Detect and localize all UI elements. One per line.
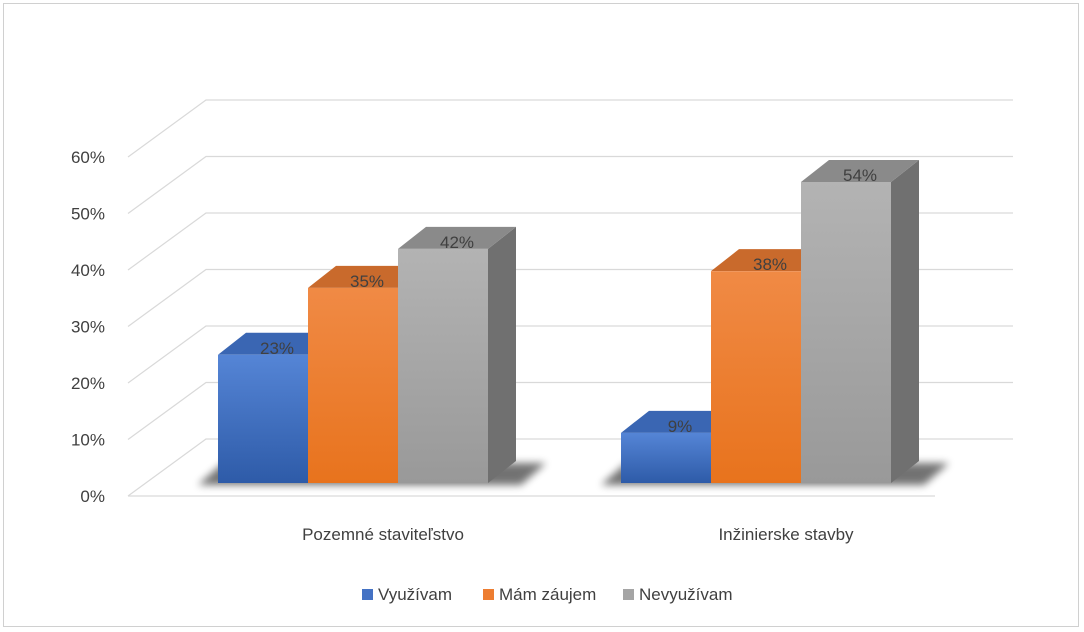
bar-top <box>711 249 829 272</box>
y-axis-ticks: 0% 10% 20% 30% 40% 50% 60% <box>71 148 105 506</box>
bar-top <box>308 265 426 288</box>
y-tick-label: 60% <box>71 148 105 167</box>
bars <box>218 160 919 483</box>
data-label: 38% <box>753 255 787 274</box>
legend-label: Využívam <box>378 585 452 604</box>
data-label: 42% <box>440 233 474 252</box>
legend-label: Nevyužívam <box>639 585 733 604</box>
gridline <box>127 99 1013 158</box>
bar-top <box>218 332 336 355</box>
y-tick-label: 20% <box>71 374 105 393</box>
data-labels: 23% 35% 42% 9% 38% 54% <box>260 166 877 436</box>
data-label: 54% <box>843 166 877 185</box>
bar <box>711 271 801 483</box>
bar-side <box>488 226 516 483</box>
bar <box>801 182 891 483</box>
bar-side <box>891 160 919 483</box>
gridline <box>127 155 1013 214</box>
bar <box>308 287 398 483</box>
y-tick-label: 30% <box>71 318 105 337</box>
y-tick-label: 0% <box>80 487 105 506</box>
bar-top <box>398 226 516 249</box>
legend-swatch <box>362 589 373 600</box>
x-category-label: Inžinierske stavby <box>718 525 854 544</box>
y-tick-label: 40% <box>71 261 105 280</box>
x-axis-categories: Pozemné staviteľstvo Inžinierske stavby <box>302 525 854 544</box>
y-tick-label: 10% <box>71 431 105 450</box>
bar <box>621 432 711 483</box>
legend-swatch <box>623 589 634 600</box>
chart-frame <box>3 3 1079 627</box>
gridline <box>127 212 1013 271</box>
data-label: 35% <box>350 272 384 291</box>
data-label: 23% <box>260 339 294 358</box>
bar <box>218 354 308 483</box>
bar <box>398 248 488 483</box>
bar-top <box>801 160 919 182</box>
data-label: 9% <box>668 417 693 436</box>
bar-top <box>621 410 739 433</box>
legend-swatch <box>483 589 494 600</box>
legend: Využívam Mám záujem Nevyužívam <box>362 585 733 604</box>
x-category-label: Pozemné staviteľstvo <box>302 525 464 544</box>
y-tick-label: 50% <box>71 205 105 224</box>
legend-label: Mám záujem <box>499 585 596 604</box>
